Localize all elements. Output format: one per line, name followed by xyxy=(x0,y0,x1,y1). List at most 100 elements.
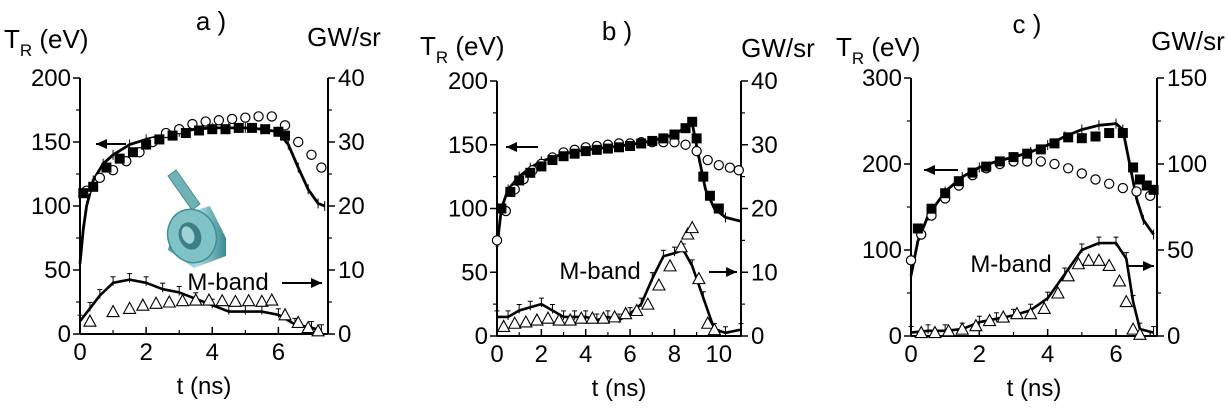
mband-triangle-point xyxy=(1009,306,1024,320)
tr-circle-point xyxy=(266,111,277,122)
mband-triangle-point xyxy=(941,323,956,337)
tr-circle-point xyxy=(724,162,736,173)
mband-triangle-point xyxy=(1050,285,1065,299)
tr-square-point xyxy=(233,122,244,133)
tr-square-point xyxy=(704,190,715,201)
tr-square-point xyxy=(505,186,516,197)
tr-circle-point xyxy=(491,235,503,246)
tr-square-point xyxy=(1049,138,1060,149)
tr-square-point xyxy=(614,142,624,153)
x-tick-label: 4 xyxy=(579,341,592,368)
x-tick-label: 10 xyxy=(705,341,732,368)
mband-triangle-point xyxy=(1071,256,1086,270)
tr-square-point xyxy=(912,223,923,234)
mband-triangle-point xyxy=(541,311,555,324)
y-tick-label-left: 0 xyxy=(58,321,71,348)
y-tick-label-right: 10 xyxy=(751,259,778,286)
tr-square-point xyxy=(547,155,558,166)
y-axis-title-unit: (eV) xyxy=(448,31,504,61)
mband-triangle-point xyxy=(700,316,715,329)
x-tick-label: 0 xyxy=(904,341,917,368)
mband-triangle-point xyxy=(202,292,216,306)
chart-panel-c: 0 2 4 6 0 100 200 300 0 50 100 150 TR (eV) GW/sr t (ns… xyxy=(836,9,1225,402)
tr-circle-point xyxy=(1076,168,1088,179)
arrow-to-right-axis-head xyxy=(1143,261,1154,271)
mband-triangle-point xyxy=(1126,321,1141,335)
tr-square-point xyxy=(496,203,507,214)
tr-circle-point xyxy=(226,113,238,125)
tr-circle-point xyxy=(733,165,744,176)
mband-triangle-point xyxy=(1081,253,1096,266)
mband-triangle-point xyxy=(1023,306,1038,320)
tr-square-point xyxy=(194,125,205,136)
mband-triangle-point xyxy=(574,311,589,324)
y-axis-title-right: GW/sr xyxy=(741,33,815,63)
tr-square-point xyxy=(591,144,602,155)
tr-circle-point xyxy=(1049,158,1060,170)
tr-circle-point xyxy=(691,145,702,157)
tr-square-point xyxy=(691,133,702,144)
mband-triangle-point xyxy=(652,277,666,291)
tr-square-point xyxy=(713,203,724,214)
tr-square-point xyxy=(636,138,647,149)
x-tick-label: 8 xyxy=(668,341,681,368)
plot-area xyxy=(77,111,327,337)
tr-square-point xyxy=(180,128,191,139)
mband-triangle-point xyxy=(122,301,137,314)
x-tick-label: 4 xyxy=(206,339,219,366)
tr-square-point xyxy=(981,161,992,172)
mband-annotation: M-band xyxy=(187,269,268,296)
tr-circle-point xyxy=(1090,174,1101,185)
y-tick-label-left: 150 xyxy=(448,132,488,159)
mband-triangle-point xyxy=(162,294,177,308)
x-tick-label: 6 xyxy=(272,339,285,366)
y-axis-title-left: TR (eV) xyxy=(836,32,921,68)
tr-circle-point xyxy=(94,172,106,184)
y-tick-label-right: 50 xyxy=(1167,237,1194,264)
mband-triangle-point xyxy=(106,304,120,318)
y-tick-label-left: 50 xyxy=(44,257,71,284)
tr-square-point xyxy=(680,123,691,134)
y-tick-label-right: 30 xyxy=(338,129,365,156)
tr-square-point xyxy=(926,203,937,214)
mband-triangle-point xyxy=(311,323,326,337)
mband-triangle-point xyxy=(914,325,929,339)
mband-triangle-point xyxy=(1037,301,1052,315)
x-axis-title: t (ns) xyxy=(1007,375,1062,402)
chart-panel-a: 0 2 4 6 0 50 100 150 200 0 10 20 30 40 TR (eV) GW/sr t (… xyxy=(4,6,381,400)
mband-triangle-point xyxy=(640,296,655,310)
y-tick-label-right: 0 xyxy=(1167,323,1180,350)
tr-square-point xyxy=(580,146,591,157)
tr-square-point xyxy=(687,116,698,127)
tr-circle-point xyxy=(702,154,713,166)
arrow-to-left-axis-head xyxy=(96,139,107,149)
y-tick-label-left: 300 xyxy=(862,65,902,92)
mband-triangle-point xyxy=(674,239,689,253)
x-axis-title: t (ns) xyxy=(592,375,647,402)
tr-square-point xyxy=(1128,162,1139,173)
tr-square-point xyxy=(141,139,152,150)
mband-triangle-point xyxy=(530,312,544,326)
mband-triangle-point xyxy=(1091,253,1106,266)
tr-square-point xyxy=(994,156,1005,167)
tr-square-point xyxy=(1104,128,1115,139)
mband-triangle-point xyxy=(1119,294,1134,308)
mband-triangle-point xyxy=(1132,327,1147,340)
mband-triangle-point xyxy=(663,258,677,272)
tr-square-point xyxy=(953,176,964,187)
tr-square-point xyxy=(1063,132,1074,143)
y-tick-label-right: 0 xyxy=(751,323,764,350)
y-tick-label-left: 100 xyxy=(862,237,902,264)
y-tick-label-right: 0 xyxy=(338,321,351,348)
mband-triangle-point xyxy=(585,311,600,324)
y-axis-title-unit: (eV) xyxy=(32,24,88,54)
y-tick-label-left: 0 xyxy=(889,323,902,350)
cylinder-inner-highlight xyxy=(181,226,195,244)
y-axis-title-subscript: R xyxy=(436,48,448,67)
y-axis-title-left: TR (eV) xyxy=(420,31,505,67)
tr-circle-point xyxy=(1103,178,1115,189)
tr-square-point xyxy=(154,134,165,145)
mband-triangle-point xyxy=(135,298,150,311)
tr-square-point xyxy=(625,141,636,152)
